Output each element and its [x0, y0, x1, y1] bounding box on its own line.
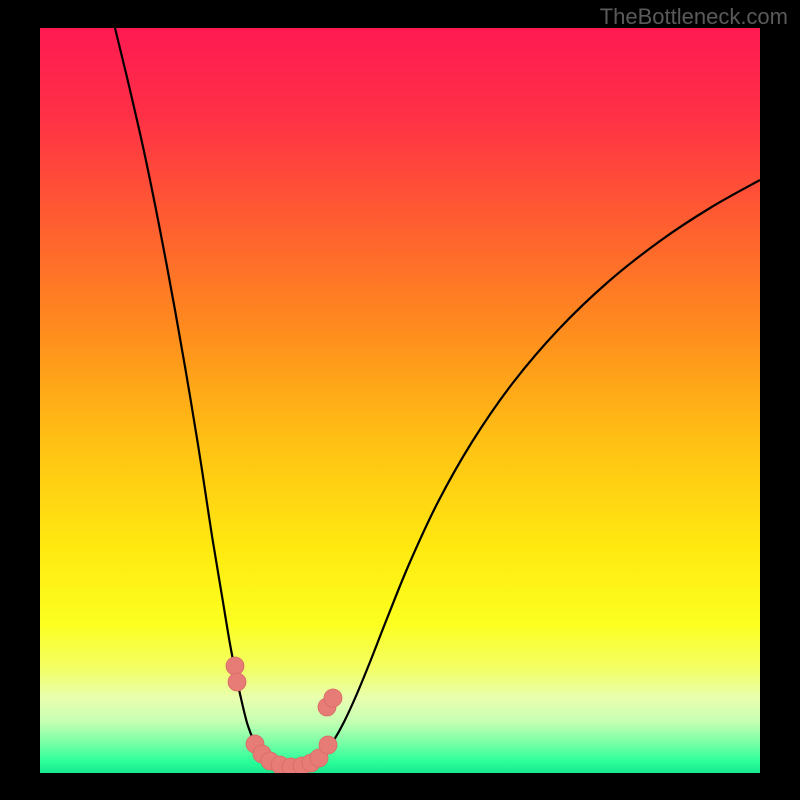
- bottleneck-chart: [40, 28, 760, 773]
- data-marker: [324, 689, 342, 707]
- chart-plot-area: [40, 28, 760, 773]
- data-marker: [319, 736, 337, 754]
- data-marker: [228, 673, 246, 691]
- chart-background: [40, 28, 760, 773]
- watermark-text: TheBottleneck.com: [600, 4, 788, 30]
- data-marker: [226, 657, 244, 675]
